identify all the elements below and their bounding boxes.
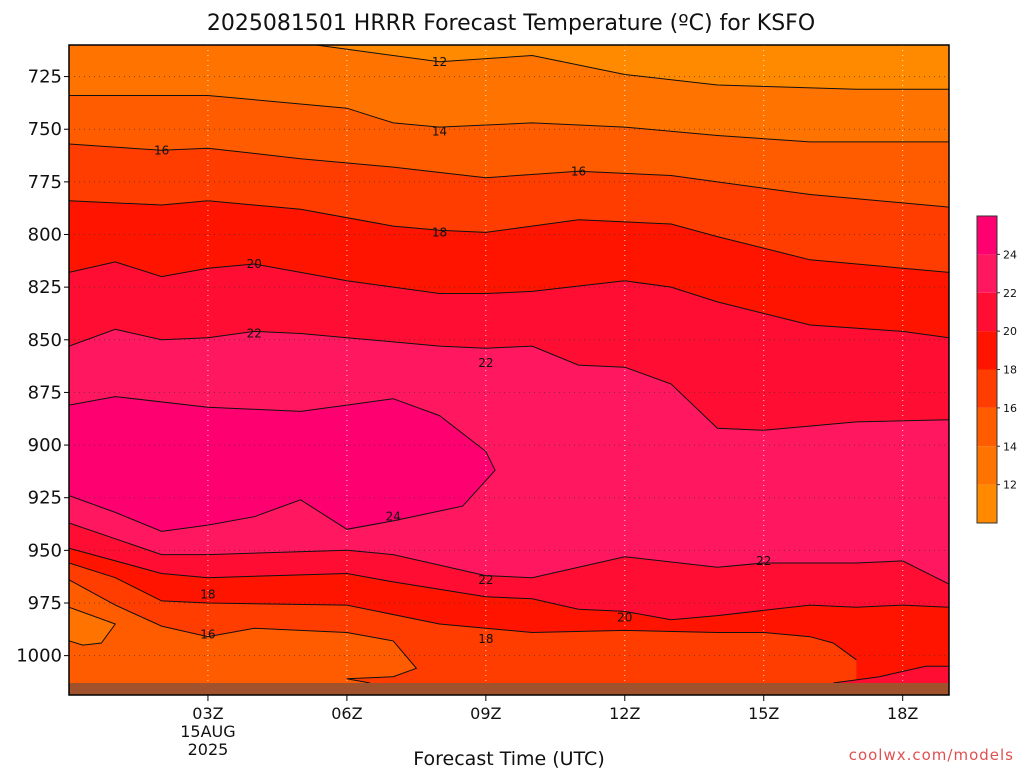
- contour-line-12: [312, 45, 949, 90]
- colorbar-label: 12: [1003, 479, 1017, 492]
- colorbar-swatch: [977, 216, 997, 255]
- colorbar-swatch: [977, 484, 997, 523]
- grid-lines: [69, 45, 949, 695]
- plot-frame: [68, 44, 950, 696]
- colorbar-swatch: [977, 254, 997, 293]
- contour-label: 16: [571, 164, 586, 178]
- y-axis: 725 750 775 800 825 850 875 900 925 950 975 1000: [16, 67, 69, 667]
- x-tick-label: 18Z: [887, 704, 918, 723]
- contour-label: 16: [154, 143, 169, 157]
- contour-label: 22: [247, 326, 262, 340]
- band-lower-14-16: [69, 579, 417, 695]
- y-tick-label: 875: [28, 382, 62, 403]
- x-date-sublabel: 2025: [188, 740, 229, 759]
- contour-line-16: [69, 579, 418, 684]
- colorbar-label: 18: [1003, 364, 1017, 377]
- chart-title: 2025081501 HRRR Forecast Temperature (ºC…: [207, 11, 815, 36]
- x-tick-label: 12Z: [609, 704, 640, 723]
- colorbar-label: 14: [1003, 440, 1017, 453]
- contour-label: 16: [200, 628, 215, 642]
- colorbar-label: 24: [1003, 248, 1017, 261]
- contour-label: 20: [617, 611, 632, 625]
- contour-label: 18: [478, 632, 493, 646]
- y-tick-label: 850: [28, 330, 62, 351]
- contour-labels: 12 14 16 16 18 20 22 22 24 22 22 20 18 18 16: [154, 55, 771, 646]
- y-tick-label: 775: [28, 172, 62, 193]
- temperature-fill-bands: [69, 45, 949, 695]
- contour-line-16: [69, 143, 949, 208]
- y-tick-label: 975: [28, 593, 62, 614]
- contour-line-20: [69, 547, 949, 621]
- x-axis-label: Forecast Time (UTC): [413, 748, 604, 768]
- contour-line-14: [69, 606, 117, 646]
- contour-label: 20: [247, 257, 262, 271]
- contour-line-22: [69, 522, 949, 585]
- y-tick-label: 950: [28, 540, 62, 561]
- contour-line-14: [69, 95, 949, 143]
- colorbar-swatch: [977, 292, 997, 332]
- y-tick-label: 800: [28, 225, 62, 246]
- x-tick-label: 06Z: [331, 704, 362, 723]
- contour-label: 22: [478, 573, 493, 587]
- ground-strip: [69, 683, 949, 695]
- colorbar-legend: 12 14 16 18 20 22 24: [976, 215, 1017, 524]
- contour-label: 18: [432, 225, 447, 239]
- contour-line-20: [69, 261, 949, 339]
- colorbar-swatch: [977, 369, 997, 408]
- contour-line-22: [69, 328, 949, 431]
- x-tick-label: 03Z: [192, 704, 223, 723]
- y-tick-label: 1000: [16, 646, 62, 667]
- band-lower-12-14: [69, 607, 116, 646]
- contour-label: 14: [432, 124, 447, 138]
- colorbar-swatch: [977, 331, 997, 370]
- y-tick-label: 925: [28, 488, 62, 509]
- x-tick-label: 15Z: [748, 704, 779, 723]
- contour-label: 24: [386, 510, 401, 524]
- colorbar-label: 22: [1003, 287, 1017, 300]
- colorbar-label: 16: [1003, 402, 1017, 415]
- x-date-sublabel: 15AUG: [180, 722, 235, 741]
- y-tick-label: 725: [28, 67, 62, 88]
- contour-line-24: [69, 396, 496, 532]
- colorbar-label: 20: [1003, 325, 1017, 338]
- contour-label: 22: [756, 554, 771, 568]
- colorbar-swatch: [977, 407, 997, 447]
- contour-line-18: [69, 562, 857, 661]
- y-tick-label: 900: [28, 435, 62, 456]
- contour-line-18: [69, 200, 949, 273]
- y-tick-label: 750: [28, 119, 62, 140]
- contour-label: 18: [200, 588, 215, 602]
- contour-label: 12: [432, 55, 447, 69]
- watermark-text: coolwx.com/models: [849, 746, 1014, 764]
- x-tick-label: 09Z: [470, 704, 501, 723]
- contour-label: 22: [478, 356, 493, 370]
- contour-lines: [69, 45, 949, 684]
- y-tick-label: 825: [28, 277, 62, 298]
- colorbar-swatch: [977, 446, 997, 485]
- contour-line-20: [833, 665, 949, 684]
- band-24-plus: [69, 396, 496, 532]
